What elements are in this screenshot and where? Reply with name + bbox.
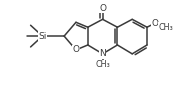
Text: O: O — [151, 19, 158, 28]
Text: O: O — [99, 4, 106, 13]
Text: O: O — [73, 45, 80, 54]
Text: CH₃: CH₃ — [95, 60, 110, 69]
Text: Si: Si — [38, 32, 47, 41]
Text: N: N — [99, 49, 106, 58]
Text: CH₃: CH₃ — [158, 23, 173, 32]
